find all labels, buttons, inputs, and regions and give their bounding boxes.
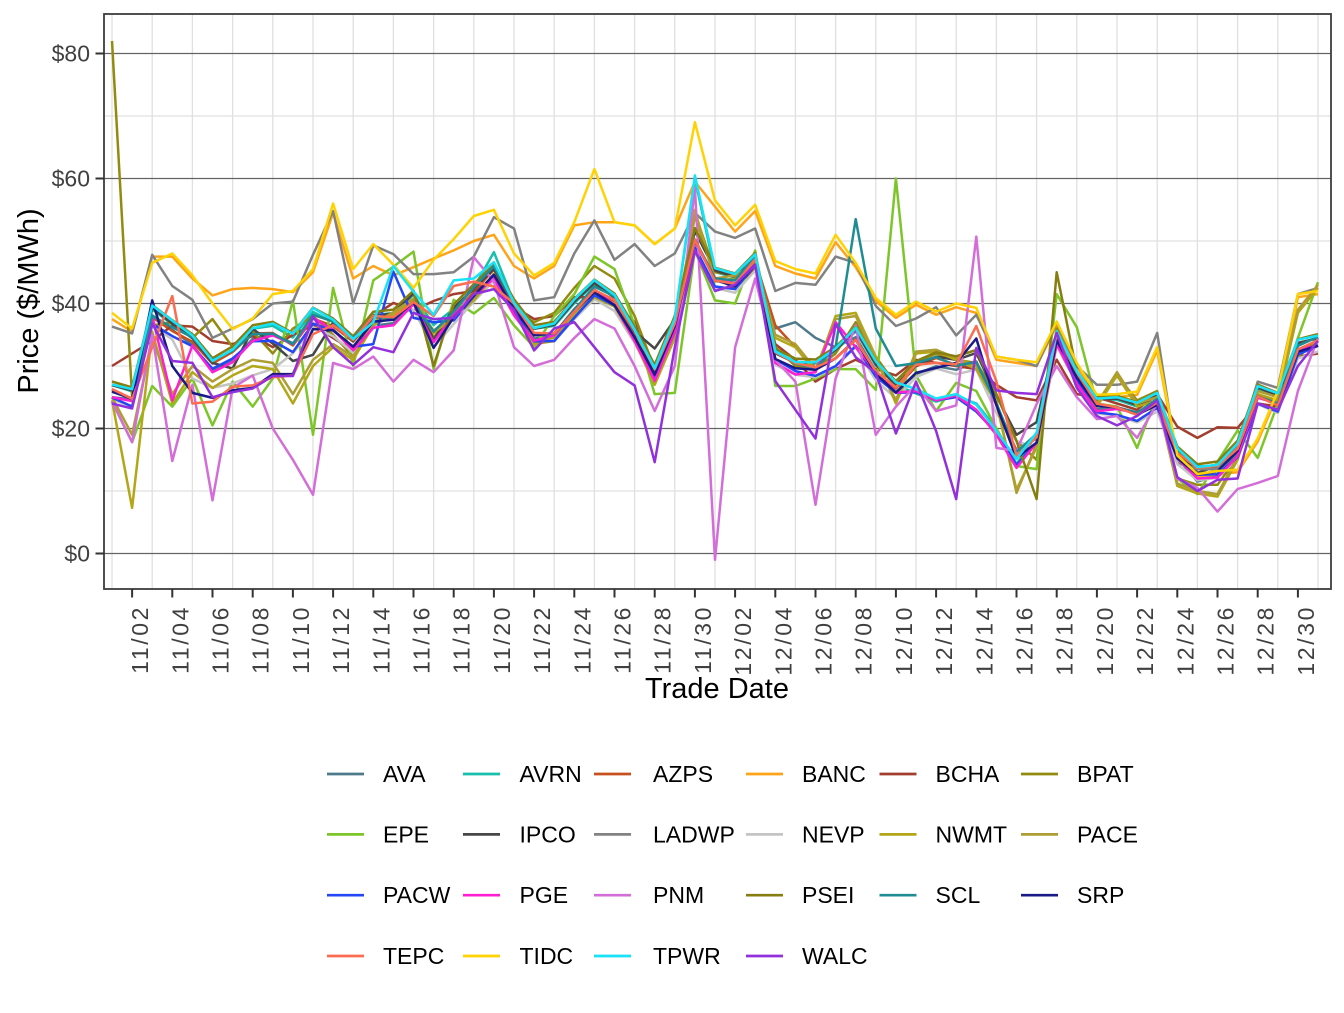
svg-text:AVA: AVA: [383, 761, 426, 787]
svg-text:EPE: EPE: [383, 821, 429, 847]
svg-text:11/04: 11/04: [167, 605, 193, 674]
svg-text:12/26: 12/26: [1213, 605, 1239, 676]
svg-text:PACW: PACW: [383, 882, 451, 908]
svg-text:12/24: 12/24: [1172, 605, 1198, 676]
svg-text:11/12: 11/12: [328, 605, 354, 674]
svg-text:11/14: 11/14: [368, 605, 394, 674]
svg-text:12/08: 12/08: [851, 605, 877, 676]
svg-text:TPWR: TPWR: [653, 943, 721, 969]
svg-text:PACE: PACE: [1077, 821, 1138, 847]
svg-text:NEVP: NEVP: [802, 821, 865, 847]
svg-text:PGE: PGE: [520, 882, 569, 908]
svg-text:11/28: 11/28: [650, 605, 676, 674]
svg-text:AVRN: AVRN: [520, 761, 582, 787]
svg-text:11/18: 11/18: [449, 605, 475, 674]
svg-text:11/20: 11/20: [489, 605, 515, 674]
svg-text:12/02: 12/02: [730, 605, 756, 676]
svg-text:11/02: 11/02: [127, 605, 153, 674]
svg-text:12/28: 12/28: [1253, 605, 1279, 676]
svg-text:12/14: 12/14: [971, 605, 997, 676]
svg-text:11/26: 11/26: [610, 605, 636, 674]
svg-text:$0: $0: [64, 541, 90, 567]
svg-text:11/06: 11/06: [208, 605, 234, 674]
svg-text:11/10: 11/10: [288, 605, 314, 674]
svg-text:LADWP: LADWP: [653, 821, 735, 847]
svg-text:TIDC: TIDC: [520, 943, 574, 969]
svg-text:$20: $20: [52, 416, 90, 442]
svg-text:PNM: PNM: [653, 882, 704, 908]
svg-text:PSEI: PSEI: [802, 882, 854, 908]
svg-text:12/18: 12/18: [1052, 605, 1078, 676]
svg-text:12/04: 12/04: [770, 605, 796, 676]
svg-text:$40: $40: [52, 291, 90, 317]
svg-text:SRP: SRP: [1077, 882, 1124, 908]
svg-text:TEPC: TEPC: [383, 943, 444, 969]
svg-text:11/08: 11/08: [248, 605, 274, 674]
svg-text:12/12: 12/12: [931, 605, 957, 676]
svg-text:$80: $80: [52, 41, 90, 67]
svg-text:Trade Date: Trade Date: [645, 673, 789, 705]
svg-text:12/16: 12/16: [1012, 605, 1038, 676]
svg-text:$60: $60: [52, 166, 90, 192]
svg-text:12/30: 12/30: [1293, 605, 1319, 676]
svg-text:SCL: SCL: [936, 882, 981, 908]
svg-text:Price ($/MWh): Price ($/MWh): [13, 208, 45, 393]
svg-text:BCHA: BCHA: [936, 761, 1001, 787]
svg-text:12/20: 12/20: [1092, 605, 1118, 676]
svg-text:11/30: 11/30: [690, 605, 716, 674]
svg-text:11/16: 11/16: [409, 605, 435, 674]
svg-text:AZPS: AZPS: [653, 761, 713, 787]
svg-text:WALC: WALC: [802, 943, 868, 969]
svg-text:BANC: BANC: [802, 761, 866, 787]
svg-text:11/22: 11/22: [529, 605, 555, 674]
svg-text:12/10: 12/10: [891, 605, 917, 676]
svg-text:12/06: 12/06: [811, 605, 837, 676]
svg-text:11/24: 11/24: [569, 605, 595, 674]
svg-text:NWMT: NWMT: [936, 821, 1008, 847]
svg-text:BPAT: BPAT: [1077, 761, 1134, 787]
svg-text:12/22: 12/22: [1132, 605, 1158, 676]
svg-text:IPCO: IPCO: [520, 821, 576, 847]
